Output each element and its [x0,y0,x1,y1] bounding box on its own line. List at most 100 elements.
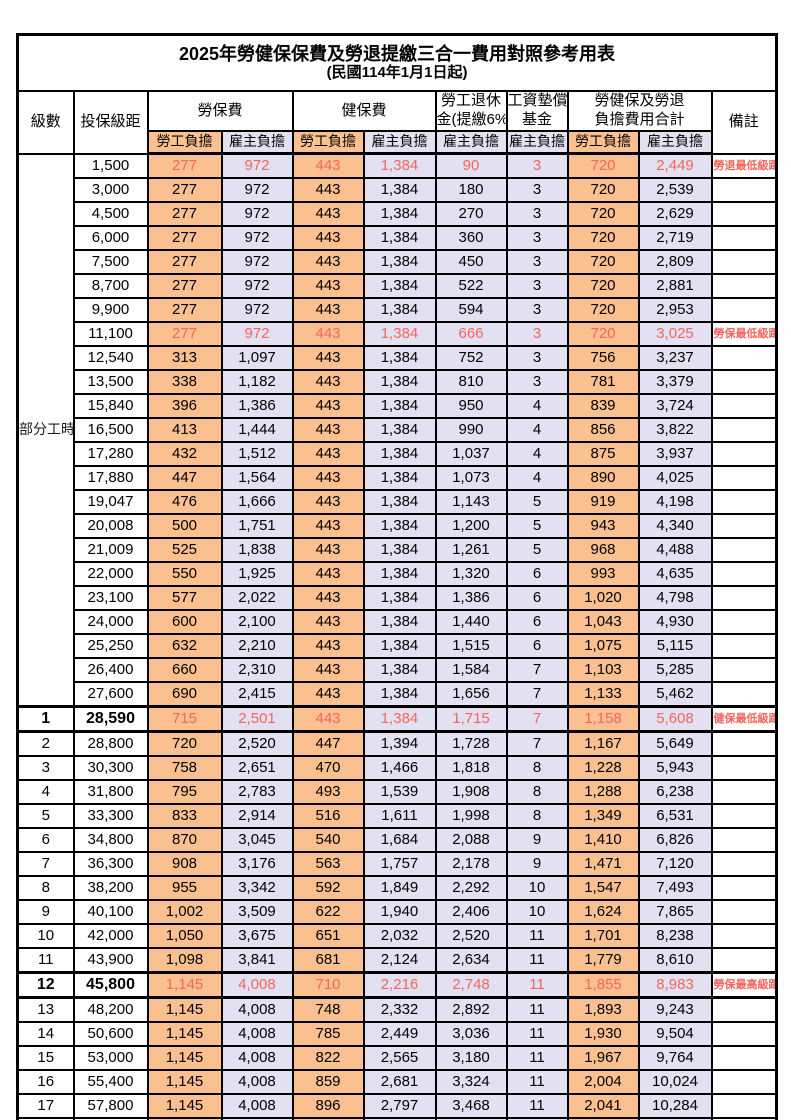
health-employee-cell: 443 [291,441,365,467]
remark-cell [710,1093,778,1119]
labor-employer-cell: 2,310 [220,657,294,683]
health-employer-cell: 1,384 [362,585,437,611]
col-header-wage-fund: 工資墊償 基金 [505,90,569,132]
health-employee-cell: 443 [291,417,365,443]
labor-employer-cell: 1,838 [220,537,294,563]
pension-employer-cell: 1,037 [434,441,508,467]
health-employer-cell: 1,384 [362,681,437,708]
total-employee-cell: 993 [566,561,640,587]
table-row: 25,250 632 2,210 443 1,384 1,515 6 1,075 5,115 [18,633,778,659]
table-row: 17,280 432 1,512 443 1,384 1,037 4 875 3,937 [18,441,778,467]
bracket-cell: 23,100 [72,585,149,611]
bracket-cell: 31,800 [72,779,149,805]
pension-employer-cell: 1,261 [434,537,508,563]
labor-employee-cell: 277 [146,321,223,347]
remark-cell [710,537,778,563]
remark-cell [710,827,778,853]
table-row: 27,600 690 2,415 443 1,384 1,656 7 1,133 5,462 [18,681,778,708]
labor-employee-cell: 313 [146,345,223,371]
bracket-cell: 34,800 [72,827,149,853]
total-employer-cell: 5,462 [637,681,713,708]
total-employee-cell: 1,158 [566,705,640,733]
level-cell: 15 [16,1045,75,1071]
wage-fund-employer-cell: 3 [505,273,569,299]
subheader-total-employee: 勞工負擔 [566,130,640,155]
labor-employer-cell: 1,097 [220,345,294,371]
bracket-cell: 53,000 [72,1045,149,1071]
health-employee-cell: 443 [291,705,365,733]
health-employer-cell: 1,384 [362,249,437,275]
labor-employer-cell: 4,008 [220,1093,294,1119]
remark-cell [710,1117,778,1120]
bracket-cell: 24,000 [72,609,149,635]
labor-employer-cell: 1,925 [220,561,294,587]
labor-employee-cell: 758 [146,755,223,781]
level-cell: 10 [16,923,75,949]
pension-employer-cell: 1,715 [434,705,508,733]
labor-employee-cell: 908 [146,851,223,877]
remark-cell [710,633,778,659]
total-employer-cell: 3,822 [637,417,713,443]
bracket-cell: 6,000 [72,225,149,251]
health-employer-cell: 1,384 [362,177,437,203]
wage-fund-employer-cell: 3 [505,369,569,395]
labor-employee-cell: 660 [146,657,223,683]
total-employer-cell: 8,238 [637,923,713,949]
labor-employee-cell: 632 [146,633,223,659]
pension-employer-cell: 2,178 [434,851,508,877]
subheader-pension-employer: 雇主負擔 [434,130,508,155]
wage-fund-employer-cell: 8 [505,755,569,781]
total-employee-cell: 1,930 [566,1021,640,1047]
table-row: 8,700 277 972 443 1,384 522 3 720 2,881 [18,273,778,299]
health-employer-cell: 1,384 [362,345,437,371]
health-employee-cell: 540 [291,827,365,853]
labor-employer-cell: 3,675 [220,923,294,949]
total-employee-cell: 1,893 [566,996,640,1023]
health-employee-cell: 563 [291,851,365,877]
labor-employer-cell: 1,751 [220,513,294,539]
remark-cell [710,201,778,227]
health-employee-cell: 443 [291,321,365,347]
health-employee-cell: 443 [291,177,365,203]
wage-fund-employer-cell: 7 [505,657,569,683]
level-cell: 7 [16,851,75,877]
health-employer-cell: 1,384 [362,465,437,491]
subheader-wage-fund-employer: 雇主負擔 [505,130,569,155]
labor-employee-cell: 277 [146,249,223,275]
wage-fund-employer-cell: 4 [505,417,569,443]
health-employee-cell: 447 [291,730,365,757]
health-employee-cell: 622 [291,899,365,925]
bracket-cell: 40,100 [72,899,149,925]
wage-fund-employer-cell: 11 [505,1117,569,1120]
labor-employee-cell: 432 [146,441,223,467]
subheader-total-employer: 雇主負擔 [637,130,713,155]
labor-employer-cell: 2,914 [220,803,294,829]
remark-cell: 勞退最低級距 [710,152,778,179]
total-employee-cell: 2,088 [566,1117,640,1120]
labor-employee-cell: 1,145 [146,996,223,1023]
total-employer-cell: 6,238 [637,779,713,805]
pension-employer-cell: 3,180 [434,1045,508,1071]
bracket-cell: 26,400 [72,657,149,683]
total-employee-cell: 856 [566,417,640,443]
health-employee-cell: 443 [291,273,365,299]
total-employee-cell: 1,167 [566,730,640,757]
health-employer-cell: 2,216 [362,971,437,999]
health-employer-cell: 1,384 [362,321,437,347]
col-header-bracket: 投保級距 [72,90,149,155]
wage-fund-employer-cell: 6 [505,585,569,611]
wage-fund-employer-cell: 7 [505,705,569,733]
title-row: 2025年勞健保保費及勞退提繳三合一費用對照參考用表 (民國114年1月1日起) [16,33,778,92]
level-cell: 14 [16,1021,75,1047]
health-employer-cell: 2,124 [362,947,437,974]
remark-cell [710,1021,778,1047]
health-employee-cell: 443 [291,225,365,251]
labor-employer-cell: 972 [220,225,294,251]
level-cell: 17 [16,1093,75,1119]
bracket-cell: 28,800 [72,730,149,757]
labor-employer-cell: 2,783 [220,779,294,805]
level-cell: 3 [16,755,75,781]
bracket-cell: 17,880 [72,465,149,491]
health-employer-cell: 1,384 [362,152,437,179]
health-employee-cell: 443 [291,561,365,587]
